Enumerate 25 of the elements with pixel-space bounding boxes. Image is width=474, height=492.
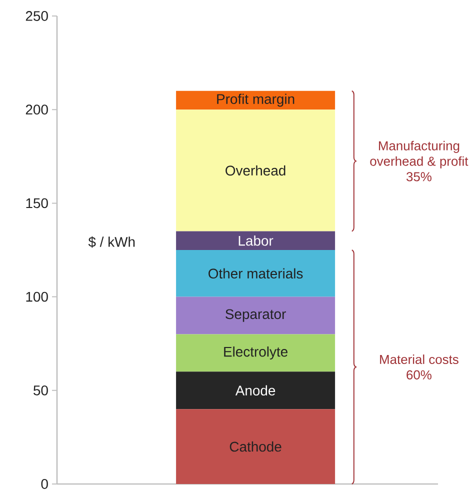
bar (176, 90, 336, 110)
y-tick-label: 50 (34, 385, 48, 396)
bar (176, 296, 336, 334)
series-label: Electrolyte (224, 346, 288, 360)
y-tick-label: 200 (26, 104, 48, 115)
y-tick-label: 250 (26, 11, 48, 21)
bar (176, 110, 336, 232)
y-tick-label: 0 (41, 479, 48, 489)
y-tick-label: 150 (26, 198, 48, 208)
text: Manufacturing overhead & profit 35% (370, 140, 468, 182)
y-axis-title: $ / kWh (88, 236, 135, 248)
bar (176, 372, 336, 410)
bar (176, 231, 336, 250)
series-label: Anode (235, 385, 276, 396)
bar (176, 334, 336, 372)
bar (176, 409, 336, 484)
y-tick-label: 100 (26, 292, 48, 302)
bar (176, 250, 336, 297)
series-label: Separator (226, 309, 286, 322)
text: Material costs 60% (380, 354, 458, 380)
series-label: Other materials (208, 268, 303, 279)
series-label: Overhead (226, 165, 286, 176)
series-label: Profit margin (217, 94, 294, 107)
series-label: Cathode (230, 441, 282, 452)
series-label: Labor (238, 236, 274, 246)
